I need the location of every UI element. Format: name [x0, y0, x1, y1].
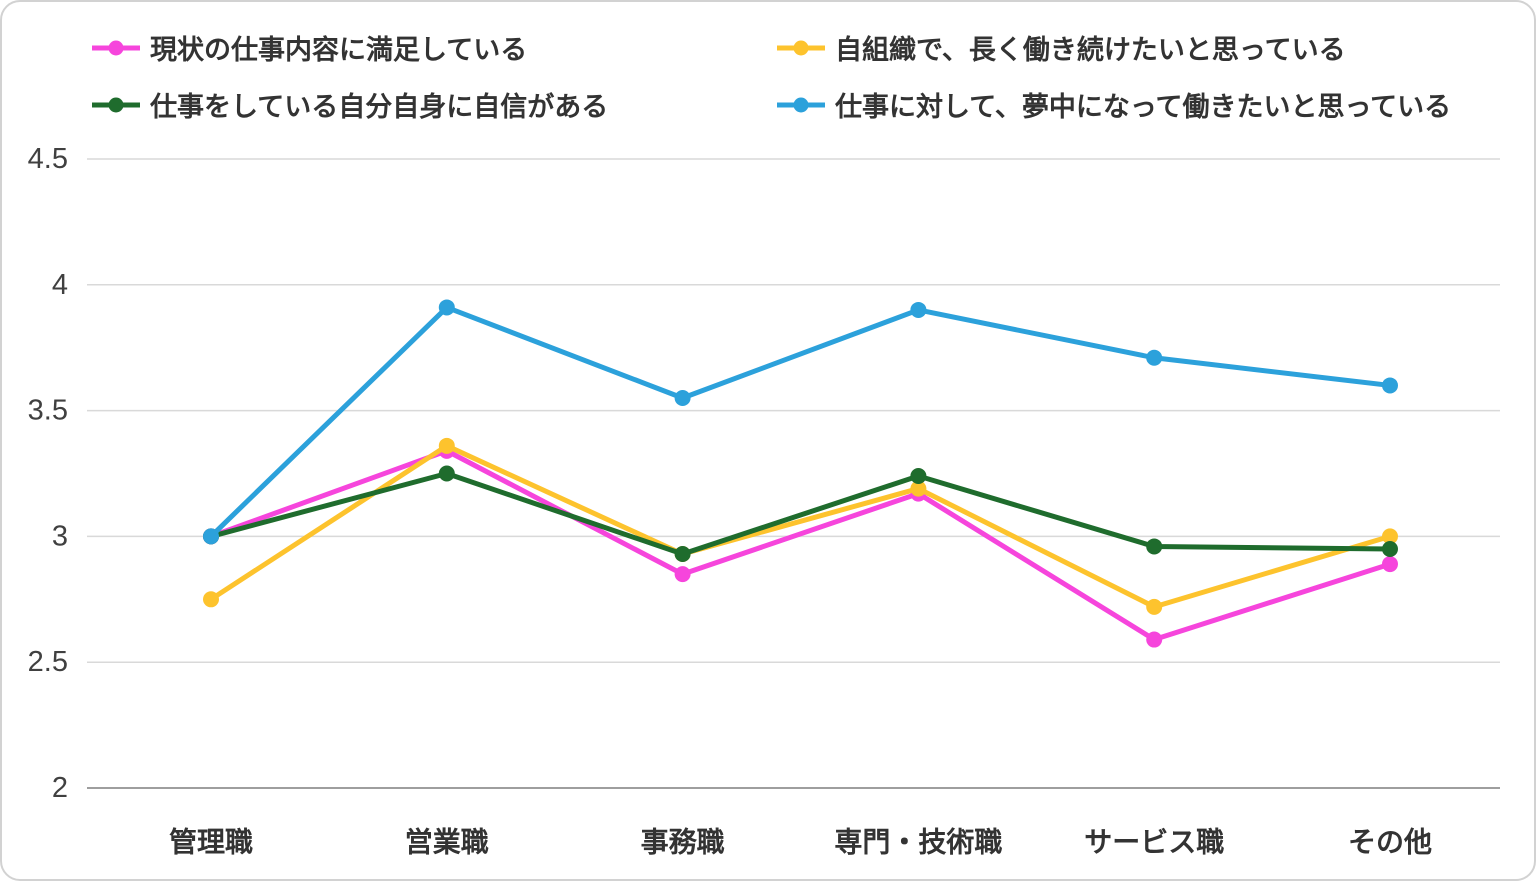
legend-item: 仕事に対して、夢中になって働きたいと思っている — [777, 85, 1534, 124]
legend-label: 仕事をしている自分自身に自信がある — [150, 92, 609, 122]
x-axis-category-label: 管理職 — [169, 826, 253, 858]
legend-marker-icon — [92, 97, 140, 112]
data-point — [674, 546, 691, 563]
y-axis-tick-label: 4 — [52, 269, 68, 301]
legend-item: 仕事をしている自分自身に自信がある — [92, 85, 777, 124]
data-point — [674, 566, 691, 583]
data-point — [1382, 540, 1398, 557]
x-axis-category-label: サービス職 — [1084, 827, 1224, 858]
legend-label: 自組織で、長く働き続けたいと思っている — [835, 35, 1346, 65]
data-point — [438, 299, 455, 316]
data-point — [1146, 538, 1163, 555]
x-axis-category-label: 事務職 — [641, 827, 725, 858]
data-point — [1382, 556, 1398, 573]
data-point — [438, 465, 455, 482]
data-point — [203, 528, 219, 545]
data-point — [438, 437, 455, 454]
legend-marker-icon — [777, 97, 825, 112]
data-point — [1382, 377, 1398, 394]
x-axis-category-label: 専門・技術職 — [834, 827, 1002, 858]
legend-label: 現状の仕事内容に満足している — [150, 35, 528, 65]
data-point — [1146, 631, 1163, 648]
series-line — [208, 448, 1393, 643]
data-point — [674, 390, 691, 407]
x-axis-category-label: 営業職 — [405, 827, 489, 858]
chart-legend: 現状の仕事内容に満足している 自組織で、長く働き続けたいと思っている仕事をしている… — [2, 2, 1534, 124]
y-axis-tick-label: 3.5 — [28, 395, 68, 427]
legend-marker-icon — [92, 40, 140, 55]
y-axis-tick-label: 2 — [52, 772, 68, 804]
data-point — [910, 468, 927, 485]
y-axis-tick-label: 2.5 — [28, 646, 68, 678]
legend-label: 仕事に対して、夢中になって働きたいと思っている — [835, 92, 1452, 122]
data-point — [910, 301, 927, 318]
y-axis-tick-label: 4.5 — [28, 143, 68, 175]
legend-item: 現状の仕事内容に満足している — [92, 28, 777, 67]
legend-marker-icon — [777, 40, 825, 55]
series-line — [208, 304, 1393, 539]
data-point — [1382, 528, 1398, 545]
legend-item: 自組織で、長く働き続けたいと思っている — [777, 28, 1534, 67]
data-point — [910, 480, 927, 497]
y-axis-tick-label: 3 — [52, 520, 68, 552]
data-point — [203, 591, 219, 608]
data-point — [1146, 349, 1163, 366]
series-line — [208, 471, 1393, 557]
series-line — [208, 443, 1393, 610]
x-axis-category-label: その他 — [1348, 827, 1432, 858]
data-point — [1146, 598, 1163, 615]
